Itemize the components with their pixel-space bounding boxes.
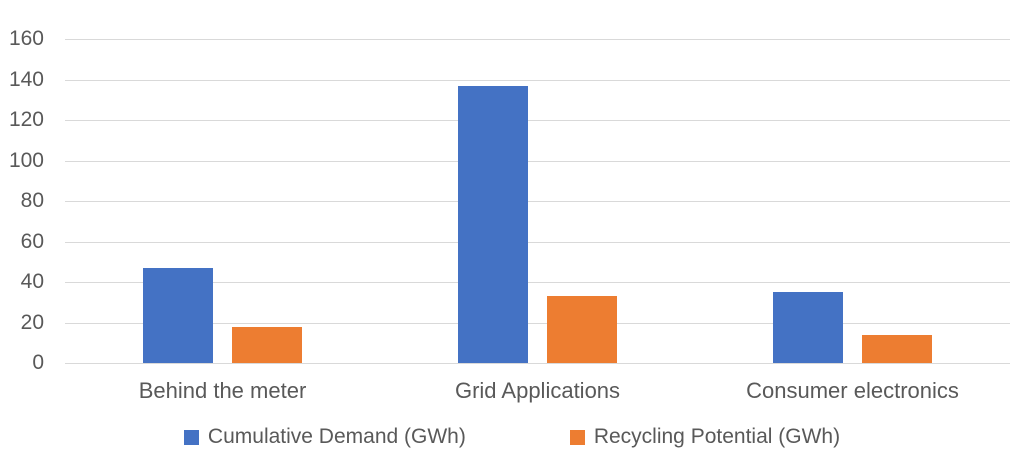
gridline [65,201,1010,202]
y-tick-label: 20 [20,310,44,334]
bar-group [380,39,695,363]
bar-group [65,39,380,363]
bar-series-1-category-2 [862,334,932,363]
legend-label: Cumulative Demand (GWh) [207,425,466,448]
y-axis: 0 20 40 60 80 100 120 140 160 [0,28,46,374]
gridline [65,282,1010,283]
plot-area [65,39,1010,364]
y-tick-label: 60 [20,229,44,253]
legend: Cumulative Demand (GWh) Recycling Potenti… [0,425,1024,449]
bar-series-1-category-0 [232,326,302,363]
bar-groups [65,39,1010,363]
gridline [65,39,1010,40]
legend-swatch-icon [569,429,585,445]
y-tick-label: 160 [8,27,44,50]
y-tick-label: 80 [20,189,44,212]
gridline [65,322,1010,324]
y-tick-label: 100 [8,148,44,172]
legend-swatch-icon [183,429,199,445]
y-tick-label: 40 [20,270,44,293]
bar-series-0-category-2 [773,292,843,363]
gridline [65,79,1010,81]
x-axis-category-label: Behind the meter [138,378,307,403]
y-tick-label: 140 [8,67,44,91]
bar-series-0-category-1 [458,85,528,363]
legend-label: Recycling Potential (GWh) [593,425,841,448]
bar-series-0-category-0 [143,267,213,363]
gridline [65,363,1010,364]
gridline [65,120,1010,121]
y-tick-label: 0 [32,351,44,374]
x-axis-labels: Behind the meter Grid Applications Consume… [65,378,1010,404]
x-axis-category-label: Grid Applications [454,378,621,403]
gridline [65,241,1010,243]
y-tick-label: 120 [8,108,44,131]
legend-item: Recycling Potential (GWh) [569,425,841,449]
gridline [65,160,1010,162]
x-axis-category-label: Consumer electronics [746,378,959,403]
bar-group [695,39,1010,363]
bar-series-1-category-1 [547,296,617,363]
legend-item: Cumulative Demand (GWh) [183,425,466,449]
